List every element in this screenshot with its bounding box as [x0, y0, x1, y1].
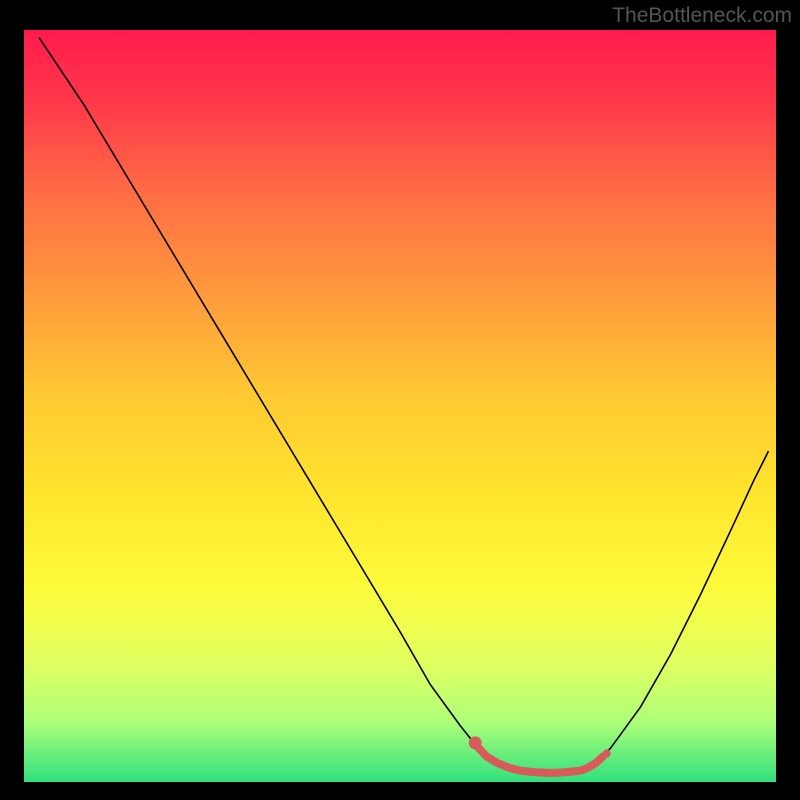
chart-container — [24, 30, 776, 782]
optimal-region-dot-right — [603, 749, 611, 757]
watermark-text: TheBottleneck.com — [612, 4, 792, 28]
chart-svg — [24, 30, 776, 782]
optimal-region-highlight — [475, 744, 603, 773]
optimal-region-dot-left — [469, 736, 482, 749]
bottleneck-curve — [39, 38, 768, 773]
